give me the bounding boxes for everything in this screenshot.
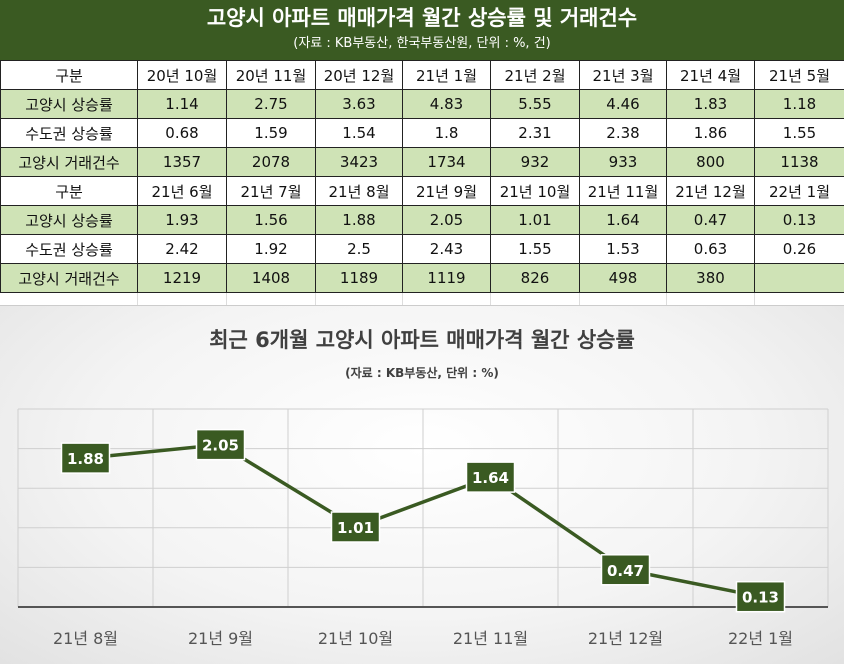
table-cell: 1357 — [138, 148, 227, 177]
table-cell: 1.01 — [491, 206, 580, 235]
row-header-cell: 구분 — [1, 177, 138, 206]
table-cell: 1.92 — [227, 235, 316, 264]
x-tick-label: 21년 8월 — [53, 629, 118, 648]
table-cell: 1.64 — [580, 206, 667, 235]
spacer-row — [0, 293, 844, 305]
table-cell: 5.55 — [491, 90, 580, 119]
table-cell: 2.05 — [403, 206, 491, 235]
table-cell: 1189 — [316, 264, 403, 293]
table-cell: 4.83 — [403, 90, 491, 119]
table-cell: 2.42 — [138, 235, 227, 264]
table-cell: 2.43 — [403, 235, 491, 264]
month-header-cell: 21년 2월 — [491, 61, 580, 90]
table-cell: 1.18 — [755, 90, 844, 119]
month-header-cell: 21년 12월 — [667, 177, 755, 206]
month-header-cell: 21년 3월 — [580, 61, 667, 90]
chart-area: 최근 6개월 고양시 아파트 매매가격 월간 상승률 (자료 : KB부동산, … — [0, 305, 844, 664]
row-label-cell: 고양시 상승률 — [1, 206, 138, 235]
row-label-cell: 고양시 상승률 — [1, 90, 138, 119]
table-cell: 380 — [667, 264, 755, 293]
x-tick-label: 21년 11월 — [453, 629, 528, 648]
month-header-cell: 21년 8월 — [316, 177, 403, 206]
table-title: 고양시 아파트 매매가격 월간 상승률 및 거래건수 — [0, 0, 844, 35]
table-cell: 0.47 — [667, 206, 755, 235]
table-row: 수도권 상승률 0.68 1.59 1.54 1.8 2.31 2.38 1.8… — [1, 119, 844, 148]
table-cell: 2.75 — [227, 90, 316, 119]
x-tick-label: 21년 10월 — [318, 629, 393, 648]
table-cell: 2.5 — [316, 235, 403, 264]
table-cell: 1.55 — [491, 235, 580, 264]
line-chart: 1.88 2.05 1.01 1.64 0.47 0.13 21년 8월 21년 9월 21년 … — [0, 306, 844, 664]
month-header-cell: 20년 11월 — [227, 61, 316, 90]
month-header-cell: 21년 1월 — [403, 61, 491, 90]
month-header-cell: 22년 1월 — [755, 177, 844, 206]
table-cell: 0.63 — [667, 235, 755, 264]
table-cell: 1734 — [403, 148, 491, 177]
row-label-cell: 수도권 상승률 — [1, 235, 138, 264]
table-cell: 1.56 — [227, 206, 316, 235]
table-cell: 0.26 — [755, 235, 844, 264]
table-row: 고양시 상승률 1.14 2.75 3.63 4.83 5.55 4.46 1.… — [1, 90, 844, 119]
row-label-cell: 수도권 상승률 — [1, 119, 138, 148]
month-header-cell: 21년 6월 — [138, 177, 227, 206]
table-cell: 1.55 — [755, 119, 844, 148]
table-row: 고양시 거래건수 1219 1408 1189 1119 826 498 380 — [1, 264, 844, 293]
table-cell: 1408 — [227, 264, 316, 293]
table-cell: 2.38 — [580, 119, 667, 148]
table-cell: 3423 — [316, 148, 403, 177]
x-tick-label: 21년 9월 — [188, 629, 253, 648]
data-table: 구분 20년 10월 20년 11월 20년 12월 21년 1월 21년 2월… — [0, 60, 844, 293]
row-label-cell: 고양시 거래건수 — [1, 148, 138, 177]
table-cell: 800 — [667, 148, 755, 177]
table-cell: 1.8 — [403, 119, 491, 148]
data-label: 1.01 — [337, 519, 374, 537]
table-cell: 498 — [580, 264, 667, 293]
month-header-cell: 21년 7월 — [227, 177, 316, 206]
data-label: 1.64 — [472, 469, 509, 487]
x-tick-label: 21년 12월 — [588, 629, 663, 648]
month-header-cell: 21년 11월 — [580, 177, 667, 206]
row-label-cell: 고양시 거래건수 — [1, 264, 138, 293]
table-row: 고양시 거래건수 1357 2078 3423 1734 932 933 800… — [1, 148, 844, 177]
table-cell: 1.14 — [138, 90, 227, 119]
table-cell: 932 — [491, 148, 580, 177]
month-header-cell: 21년 9월 — [403, 177, 491, 206]
table-cell: 4.46 — [580, 90, 667, 119]
table-cell: 2.31 — [491, 119, 580, 148]
table-row: 고양시 상승률 1.93 1.56 1.88 2.05 1.01 1.64 0.… — [1, 206, 844, 235]
table-cell: 826 — [491, 264, 580, 293]
table-cell: 1.83 — [667, 90, 755, 119]
month-header-cell: 21년 4월 — [667, 61, 755, 90]
table-cell: 2078 — [227, 148, 316, 177]
month-header-cell: 21년 10월 — [491, 177, 580, 206]
table-cell: 1.88 — [316, 206, 403, 235]
month-header-cell: 20년 10월 — [138, 61, 227, 90]
data-label: 2.05 — [202, 437, 239, 455]
table-cell: 1219 — [138, 264, 227, 293]
table-cell: 0.13 — [755, 206, 844, 235]
table-cell: 3.63 — [316, 90, 403, 119]
table-title-bar: 고양시 아파트 매매가격 월간 상승률 및 거래건수 (자료 : KB부동산, … — [0, 0, 844, 60]
table-cell: 1119 — [403, 264, 491, 293]
table-row: 구분 20년 10월 20년 11월 20년 12월 21년 1월 21년 2월… — [1, 61, 844, 90]
table-row: 수도권 상승률 2.42 1.92 2.5 2.43 1.55 1.53 0.6… — [1, 235, 844, 264]
data-label: 0.47 — [607, 562, 644, 580]
table-cell: 0.68 — [138, 119, 227, 148]
data-label: 0.13 — [742, 589, 779, 607]
table-cell: 1.86 — [667, 119, 755, 148]
table-cell: 1.93 — [138, 206, 227, 235]
month-header-cell: 20년 12월 — [316, 61, 403, 90]
data-label: 1.88 — [67, 450, 104, 468]
table-cell: 1.59 — [227, 119, 316, 148]
table-cell — [755, 264, 844, 293]
table-cell: 1138 — [755, 148, 844, 177]
table-cell: 1.53 — [580, 235, 667, 264]
table-subtitle: (자료 : KB부동산, 한국부동산원, 단위 : %, 건) — [0, 35, 844, 53]
month-header-cell: 21년 5월 — [755, 61, 844, 90]
x-tick-label: 22년 1월 — [728, 629, 793, 648]
table-cell: 933 — [580, 148, 667, 177]
table-cell: 1.54 — [316, 119, 403, 148]
row-header-cell: 구분 — [1, 61, 138, 90]
table-row: 구분 21년 6월 21년 7월 21년 8월 21년 9월 21년 10월 2… — [1, 177, 844, 206]
